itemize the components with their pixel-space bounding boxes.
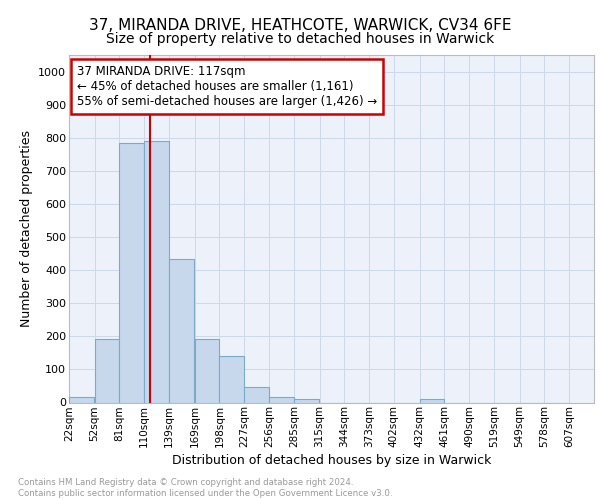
Bar (169, 258, 194, 402)
Bar (220, 356, 244, 403)
Bar (419, 399, 445, 402)
Bar (69, 396, 94, 402)
Text: 37 MIRANDA DRIVE: 117sqm
← 45% of detached houses are smaller (1,161)
55% of sem: 37 MIRANDA DRIVE: 117sqm ← 45% of detach… (77, 64, 377, 108)
Text: 37, MIRANDA DRIVE, HEATHCOTE, WARWICK, CV34 6FE: 37, MIRANDA DRIVE, HEATHCOTE, WARWICK, C… (89, 18, 511, 32)
Bar (294, 398, 319, 402)
Bar (144, 141, 169, 403)
Bar (269, 396, 294, 402)
Bar (244, 387, 269, 402)
X-axis label: Distribution of detached houses by size in Warwick: Distribution of detached houses by size … (172, 454, 491, 468)
Bar (95, 338, 119, 402)
Bar (194, 340, 220, 402)
Text: Size of property relative to detached houses in Warwick: Size of property relative to detached ho… (106, 32, 494, 46)
Text: Contains HM Land Registry data © Crown copyright and database right 2024.
Contai: Contains HM Land Registry data © Crown c… (18, 478, 392, 498)
Y-axis label: Number of detached properties: Number of detached properties (20, 130, 32, 327)
Bar (119, 144, 144, 402)
